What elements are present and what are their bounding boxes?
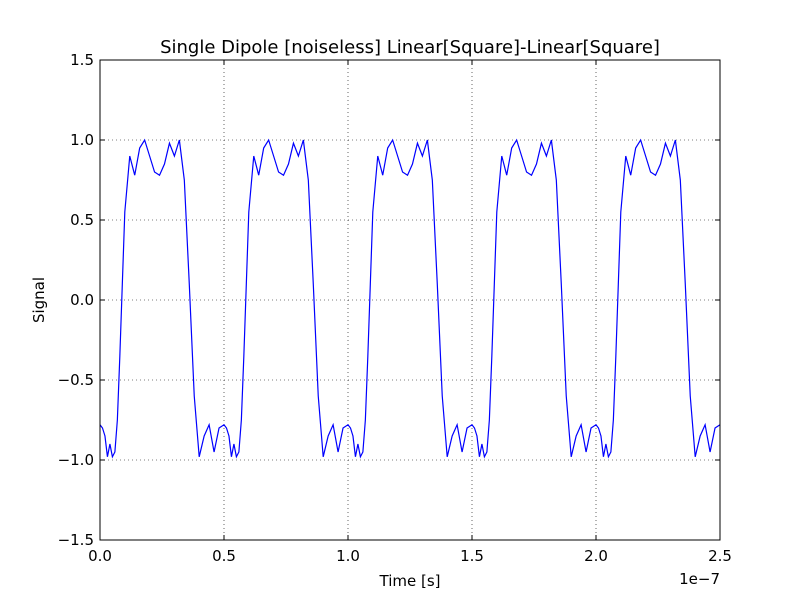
y-axis-ticks: −1.5 −1.0 −0.5 0.0 0.5 1.0 1.5 — [58, 51, 720, 549]
chart-title: Single Dipole [noiseless] Linear[Square]… — [160, 37, 660, 58]
grid — [100, 60, 720, 540]
x-tick-label: 1.0 — [336, 547, 360, 565]
y-axis-label: Signal — [30, 277, 48, 323]
y-tick-label: −1.5 — [58, 531, 94, 549]
x-tick-label: 2.0 — [584, 547, 608, 565]
x-axis-ticks: 0.0 0.5 1.0 1.5 2.0 2.5 — [88, 60, 732, 565]
y-tick-label: 0.5 — [70, 211, 94, 229]
x-tick-label: 2.5 — [708, 547, 732, 565]
y-tick-label: −1.0 — [58, 451, 94, 469]
x-tick-label: 0.0 — [88, 547, 112, 565]
y-tick-label: 1.0 — [70, 131, 94, 149]
signal-series-line — [100, 138, 720, 459]
x-axis-offset-label: 1e−7 — [679, 570, 720, 588]
x-axis-label: Time [s] — [379, 572, 441, 590]
x-tick-label: 1.5 — [460, 547, 484, 565]
y-tick-label: −0.5 — [58, 371, 94, 389]
y-tick-label: 1.5 — [70, 51, 94, 69]
x-tick-label: 0.5 — [212, 547, 236, 565]
y-tick-label: 0.0 — [70, 291, 94, 309]
